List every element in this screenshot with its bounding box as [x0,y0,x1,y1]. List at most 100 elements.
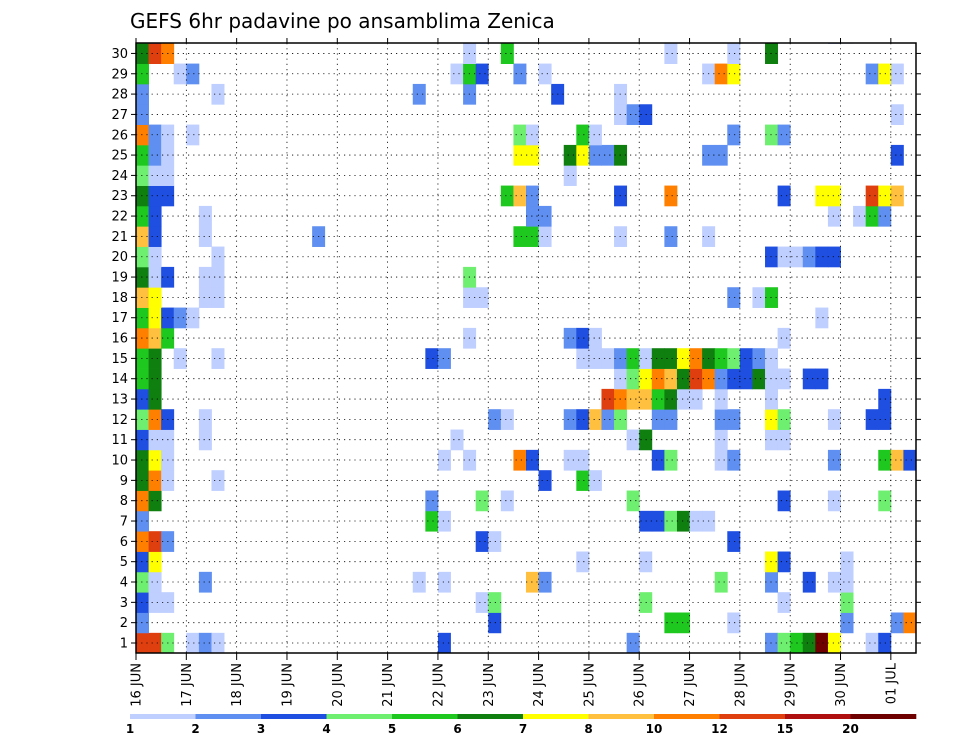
heatmap-cell [777,246,791,268]
heatmap-cell [475,490,489,512]
colorbar-label: 3 [257,722,265,736]
heatmap-cell [676,510,690,532]
heatmap-cell [148,409,162,430]
colorbar-swatch [195,714,262,719]
heatmap-cell [136,510,149,532]
heatmap-cell [475,63,489,85]
heatmap-cell [815,307,829,329]
heatmap-cell [437,510,451,532]
y-tick-label: 17 [111,311,128,326]
heatmap-cell [777,429,791,451]
y-tick-label: 16 [111,332,128,347]
colorbar-swatch [588,714,655,719]
heatmap-cell [136,226,149,247]
heatmap-cell [148,327,162,349]
heatmap-cell [136,63,149,85]
colorbar: 1 2 3 4 5 6 7 8 10 12 15 20 [126,714,917,736]
heatmap-cell [601,144,615,166]
x-tick-label: 19 JUN [280,663,295,707]
heatmap-cell [136,348,149,369]
heatmap-cell [827,409,841,430]
heatmap-cell [714,429,728,451]
heatmap-cell [538,470,552,491]
heatmap-cell [777,185,791,207]
heatmap-cell [211,83,225,105]
x-tick-label: 22 JUN [431,663,446,707]
heatmap-cell [727,531,741,552]
heatmap-cell [664,449,678,471]
heatmap-cell [777,368,791,390]
heatmap-cell [878,409,892,430]
heatmap-cell [148,205,162,227]
heatmap-cell [727,43,741,64]
heatmap-cell [136,388,149,410]
heatmap-cell [526,571,539,593]
heatmap-cell [513,124,527,146]
heatmap-cell [500,185,514,207]
heatmap-cell [526,449,539,471]
x-tick-label: 26 JUN [633,663,648,707]
heatmap-cell [651,368,665,390]
x-tick-label: 16 JUN [130,663,145,707]
x-tick-label: 24 JUN [532,663,547,707]
heatmap-cell [211,246,225,268]
heatmap-cell [148,368,162,390]
colorbar-label: 8 [584,722,592,736]
heatmap-cell [563,144,577,166]
heatmap-cell [148,348,162,369]
heatmap-cell [601,388,615,410]
heatmap-cell [173,348,187,369]
heatmap-cell [752,368,766,390]
heatmap-cell [513,185,527,207]
gridlines [136,43,916,653]
heatmap-cell [664,43,678,64]
colorbar-swatch [457,714,524,719]
heatmap-cell [136,185,149,207]
heatmap-cell [148,592,162,613]
y-tick-label: 8 [120,494,128,509]
y-tick-label: 12 [111,413,128,428]
heatmap-cell [903,612,917,634]
heatmap-cell [148,551,162,573]
heatmap-cell [827,571,841,593]
colorbar-label: 6 [453,722,461,736]
heatmap-cell [576,327,590,349]
heatmap-cell [727,612,741,634]
colorbar-label: 20 [842,722,859,736]
y-tick-label: 9 [120,474,128,489]
heatmap-cell [865,63,879,85]
heatmap-cell [198,571,212,593]
heatmap-cell [198,226,212,247]
heatmap-cell [186,632,200,654]
heatmap-cell [689,368,703,390]
colorbar-label: 5 [388,722,396,736]
y-tick-label: 14 [111,372,128,387]
heatmap-cell [777,327,791,349]
heatmap-cell [878,388,892,410]
heatmap-cell [186,124,200,146]
heatmap-cell [136,449,149,471]
colorbar-swatch [392,714,458,719]
heatmap-cell [136,287,149,308]
heatmap-cell [588,124,602,146]
heatmap-cell [513,449,527,471]
heatmap-cell [563,449,577,471]
heatmap-cell [878,632,892,654]
heatmap-cell [651,510,665,532]
heatmap-cell [827,632,841,654]
heatmap-cell [676,388,690,410]
colorbar-swatch [719,714,786,719]
x-tick-label: 18 JUN [230,663,245,707]
heatmap-cell [727,287,741,308]
colorbar-label: 15 [777,722,794,736]
heatmap-cell [526,226,539,247]
heatmap-cell [714,368,728,390]
heatmap-cell [714,348,728,369]
x-tick-label: 29 JUN [784,663,799,707]
heatmap-cell [136,144,149,166]
y-tick-label: 25 [111,149,128,164]
heatmap-cell [664,348,678,369]
heatmap-cell [588,327,602,349]
heatmap-cell [148,144,162,166]
heatmap-cell [136,592,149,613]
